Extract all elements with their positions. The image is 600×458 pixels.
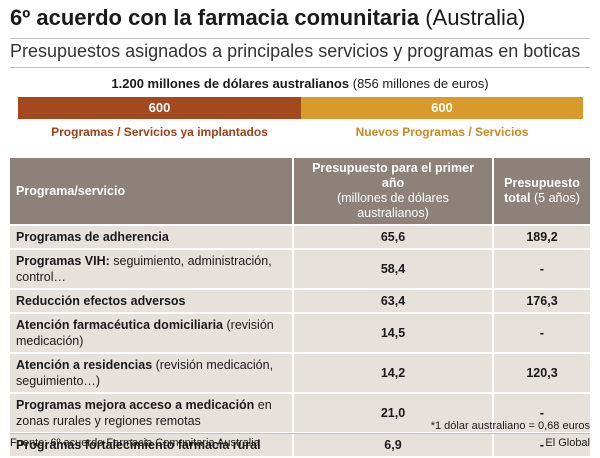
- header-total-title: Presupuesto total: [504, 176, 580, 205]
- program-name: Programas VIH:: [16, 254, 110, 268]
- first-year-value: 6,9: [292, 434, 492, 456]
- program-detail: seguimiento, administración, control…: [16, 254, 272, 284]
- total-budget: 1.200 millones de dólares australianos (…: [0, 76, 600, 92]
- program-name-cell: Programas de adherencia: [10, 226, 292, 248]
- existing-programs-label: Programas / Servicios ya implantados: [51, 125, 268, 139]
- program-name-cell: Reducción efectos adversos: [10, 290, 292, 312]
- existing-programs-bar: 600: [18, 97, 301, 119]
- program-name: Programas fortalecimiento farmacia rural: [16, 438, 261, 452]
- total-value: 120,3: [492, 354, 590, 392]
- first-year-value: 21,0: [292, 394, 492, 432]
- budget-table: Programa/servicio Presupuesto para el pr…: [10, 156, 590, 458]
- page-title: 6º acuerdo con la farmacia comunitaria (…: [10, 4, 525, 32]
- table-row: Programas fortalecimiento farmacia rural…: [10, 434, 590, 456]
- subtitle-divider: [10, 67, 590, 68]
- footnote: *1 dólar australiano = 0,68 euros: [430, 420, 590, 432]
- table-row: Atención farmacéutica domiciliaria (revi…: [10, 314, 590, 352]
- page-subtitle: Presupuestos asignados a principales ser…: [10, 41, 581, 61]
- program-name-cell: Programas VIH: seguimiento, administraci…: [10, 250, 292, 288]
- total-value: -: [492, 250, 590, 288]
- total-budget-euros: (856 millones de euros): [352, 76, 489, 91]
- first-year-value: 65,6: [292, 226, 492, 248]
- title-country: (Australia): [425, 5, 526, 30]
- program-name-cell: Programas fortalecimiento farmacia rural: [10, 434, 292, 456]
- footer-divider: [10, 433, 590, 434]
- table-row: Atención a residencias (revisión medicac…: [10, 354, 590, 392]
- header-program: Programa/servicio: [10, 158, 292, 224]
- source-credit: Fuente: 6º acuerdo Farmacia Comunitaria …: [10, 437, 260, 449]
- table-row: Reducción efectos adversos 63,4 176,3: [10, 290, 590, 312]
- program-name-cell: Programas mejora acceso a medicación en …: [10, 394, 292, 432]
- table-row: Programas de adherencia 65,6 189,2: [10, 226, 590, 248]
- program-name: Programas de adherencia: [16, 230, 169, 244]
- program-name: Atención farmacéutica domiciliaria: [16, 318, 224, 332]
- program-name: Programas mejora acceso a medicación: [16, 398, 255, 412]
- total-value: 189,2: [492, 226, 590, 248]
- new-programs-bar: 600: [301, 97, 583, 119]
- new-programs-label: Nuevos Programas / Servicios: [355, 125, 529, 139]
- header-total-years: (5 años): [534, 191, 580, 205]
- title-divider: [10, 38, 590, 39]
- total-value: -: [492, 314, 590, 352]
- program-detail: (revisión medicación, seguimiento…): [16, 358, 274, 388]
- program-name-cell: Atención farmacéutica domiciliaria (revi…: [10, 314, 292, 352]
- first-year-value: 14,5: [292, 314, 492, 352]
- publisher-brand: El Global: [545, 437, 590, 449]
- table-row: Programas VIH: seguimiento, administraci…: [10, 250, 590, 288]
- header-total: Presupuesto total (5 años): [492, 158, 590, 224]
- header-first-year-title: Presupuesto para el primer año: [312, 161, 474, 190]
- table-row: Programas mejora acceso a medicación en …: [10, 394, 590, 432]
- program-detail: (revisión medicación): [16, 318, 274, 348]
- total-budget-amount: 1.200 millones de dólares australianos: [111, 76, 350, 91]
- first-year-value: 63,4: [292, 290, 492, 312]
- program-name: Reducción efectos adversos: [16, 294, 186, 308]
- total-value: -: [492, 434, 590, 456]
- title-main: 6º acuerdo con la farmacia comunitaria: [10, 5, 420, 30]
- program-name-cell: Atención a residencias (revisión medicac…: [10, 354, 292, 392]
- first-year-value: 14,2: [292, 354, 492, 392]
- total-value: -: [492, 394, 590, 432]
- program-detail: en zonas rurales y regiones remotas: [16, 398, 272, 428]
- header-first-year: Presupuesto para el primer año (millones…: [292, 158, 492, 224]
- table-header-row: Programa/servicio Presupuesto para el pr…: [10, 158, 590, 224]
- header-first-year-unit: (millones de dólares australianos): [337, 191, 449, 220]
- program-name: Atención a residencias: [16, 358, 153, 372]
- first-year-value: 58,4: [292, 250, 492, 288]
- total-value: 176,3: [492, 290, 590, 312]
